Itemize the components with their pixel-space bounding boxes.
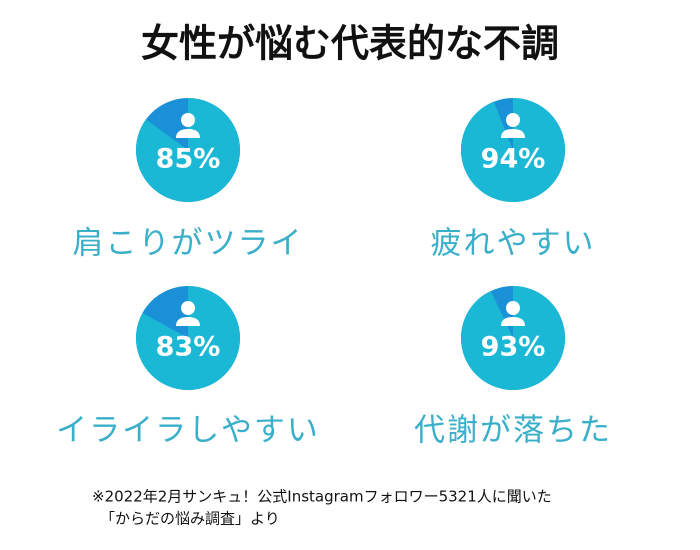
person-icon-body [176, 129, 200, 138]
footnote: 「からだの悩み調査」より [100, 510, 280, 528]
pie-slice [461, 286, 566, 390]
person-icon-head [506, 113, 520, 127]
person-icon-body [176, 317, 200, 326]
person-icon-body [501, 317, 525, 326]
pie-slice [136, 98, 241, 203]
pie-slice [460, 98, 565, 202]
pie-title: イライラしやすい [56, 413, 320, 449]
footnote: ※2022年2月サンキュ！公式Instagramフォロワー5321人に聞いた [92, 488, 552, 506]
pie-title: 代謝が落ちた [414, 413, 612, 449]
person-icon-head [181, 113, 195, 127]
value-label: 93% [481, 332, 546, 363]
page-title: 女性が悩む代表的な不調 [141, 22, 559, 66]
value-label: 85% [156, 144, 221, 175]
pie-slice [136, 286, 241, 390]
person-icon-head [181, 301, 195, 315]
value-label: 94% [481, 144, 546, 175]
person-icon-body [501, 129, 525, 138]
pie-title: 肩こりがツライ [73, 226, 304, 262]
pie-title: 疲れやすい [431, 226, 596, 262]
person-icon-head [506, 301, 520, 315]
value-label: 83% [156, 332, 221, 363]
